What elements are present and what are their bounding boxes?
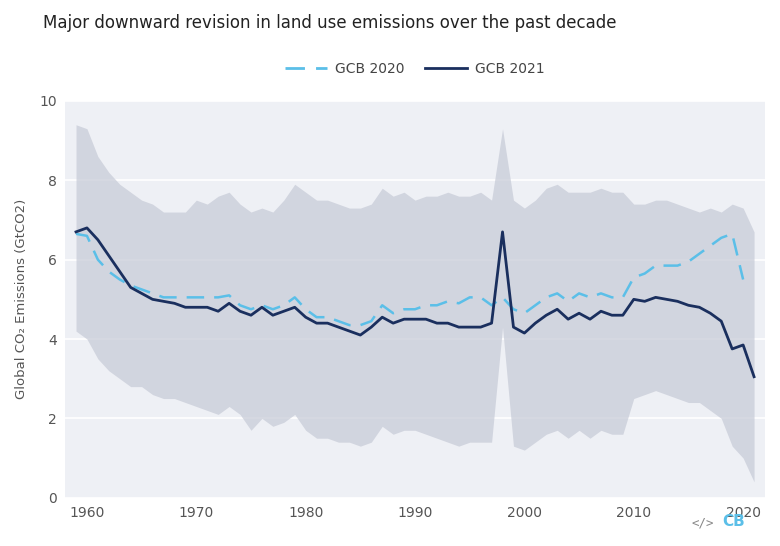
Text: Major downward revision in land use emissions over the past decade: Major downward revision in land use emis… — [43, 14, 616, 32]
Text: CB: CB — [722, 514, 745, 529]
Text: </>: </> — [691, 517, 714, 530]
Legend: GCB 2020, GCB 2021: GCB 2020, GCB 2021 — [279, 56, 551, 81]
Y-axis label: Global CO₂ Emissions (GtCO2): Global CO₂ Emissions (GtCO2) — [15, 199, 28, 400]
